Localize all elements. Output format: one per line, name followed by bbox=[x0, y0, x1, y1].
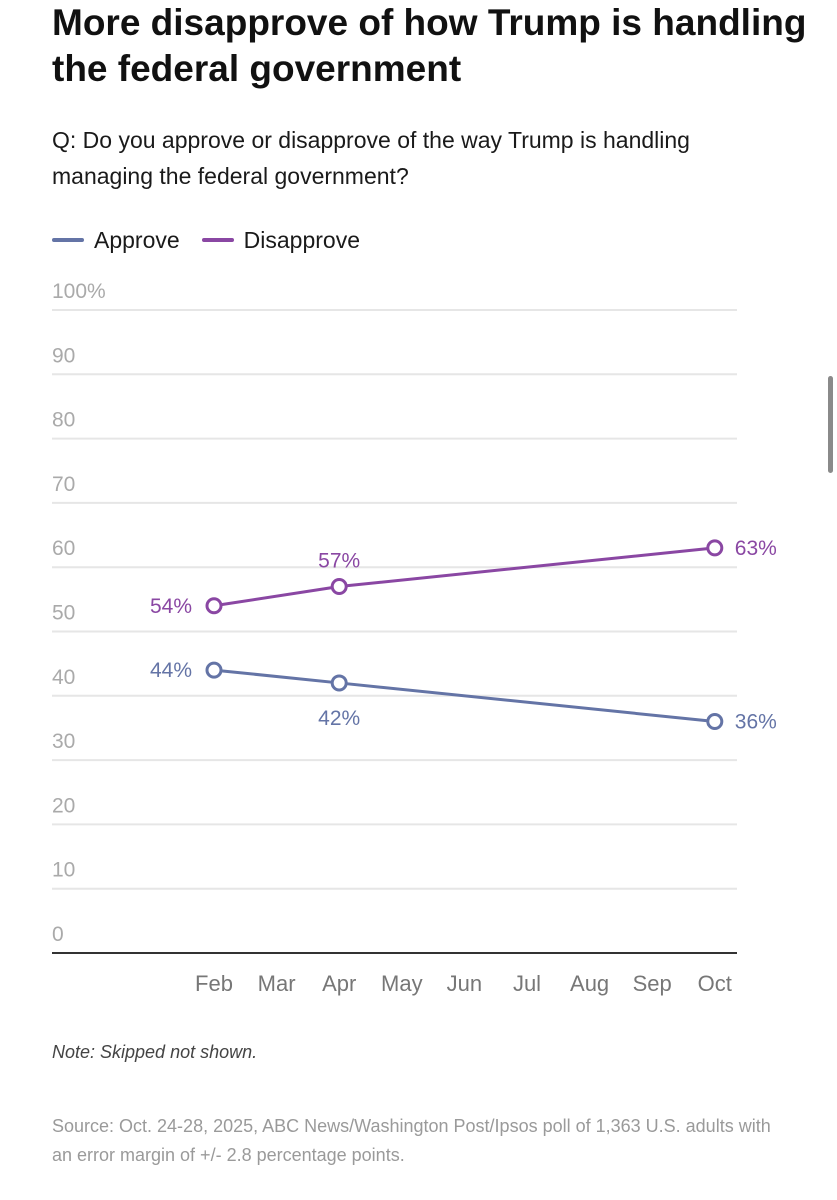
data-point-approve-apr bbox=[330, 674, 348, 692]
y-tick-label-90: 90 bbox=[52, 344, 75, 367]
x-tick-label-may: May bbox=[381, 971, 423, 996]
y-tick-label-0: 0 bbox=[52, 923, 64, 946]
x-tick-label-jul: Jul bbox=[513, 971, 541, 996]
y-tick-label-20: 20 bbox=[52, 794, 75, 817]
data-label-disapprove-oct: 63% bbox=[735, 537, 777, 560]
x-tick-label-mar: Mar bbox=[258, 971, 296, 996]
y-tick-label-80: 80 bbox=[52, 409, 75, 432]
legend-label-disapprove: Disapprove bbox=[243, 226, 361, 253]
scrollbar-thumb[interactable] bbox=[828, 376, 833, 473]
data-label-approve-apr: 42% bbox=[318, 707, 360, 730]
data-label-disapprove-apr: 57% bbox=[318, 549, 360, 572]
data-point-approve-feb bbox=[205, 661, 223, 679]
legend-label-approve: Approve bbox=[94, 226, 180, 253]
legend: Approve Disapprove bbox=[52, 224, 382, 256]
y-tick-label-30: 30 bbox=[52, 730, 75, 753]
data-point-disapprove-apr bbox=[330, 577, 348, 595]
legend-swatch-approve bbox=[52, 238, 84, 242]
data-label-approve-oct: 36% bbox=[735, 711, 777, 734]
y-tick-label-50: 50 bbox=[52, 602, 75, 625]
x-tick-label-jun: Jun bbox=[447, 971, 482, 996]
x-tick-label-oct: Oct bbox=[698, 971, 732, 996]
chart-note: Note: Skipped not shown. bbox=[52, 1042, 258, 1062]
x-tick-label-aug: Aug bbox=[570, 971, 609, 996]
data-point-approve-oct bbox=[706, 713, 724, 731]
chart-source: Source: Oct. 24-28, 2025, ABC News/Washi… bbox=[52, 1116, 771, 1165]
y-tick-label-60: 60 bbox=[52, 537, 75, 560]
data-point-disapprove-oct bbox=[706, 539, 724, 557]
chart-title: More disapprove of how Trump is handling… bbox=[52, 2, 807, 89]
x-tick-label-apr: Apr bbox=[322, 971, 356, 996]
series-line-disapprove bbox=[212, 546, 717, 608]
data-point-disapprove-feb bbox=[205, 597, 223, 615]
x-tick-label-sep: Sep bbox=[633, 971, 672, 996]
line-chart: 0 10 20 30 40 50 60 70 80 90 100% Feb Mar Apr May Jun Ju… bbox=[52, 280, 777, 996]
y-tick-label-100: 100% bbox=[52, 280, 106, 303]
legend-swatch-disapprove bbox=[201, 238, 234, 242]
data-label-disapprove-feb: 54% bbox=[150, 595, 192, 618]
y-tick-label-70: 70 bbox=[52, 473, 75, 496]
y-tick-label-10: 10 bbox=[52, 859, 75, 882]
x-tick-label-feb: Feb bbox=[195, 971, 233, 996]
legend-item-disapprove: Disapprove bbox=[201, 226, 361, 254]
chart-subtitle: Q: Do you approve or disapprove of the w… bbox=[52, 127, 690, 189]
data-label-approve-feb: 44% bbox=[150, 659, 192, 682]
y-tick-label-40: 40 bbox=[52, 666, 75, 689]
legend-item-approve: Approve bbox=[52, 227, 180, 254]
